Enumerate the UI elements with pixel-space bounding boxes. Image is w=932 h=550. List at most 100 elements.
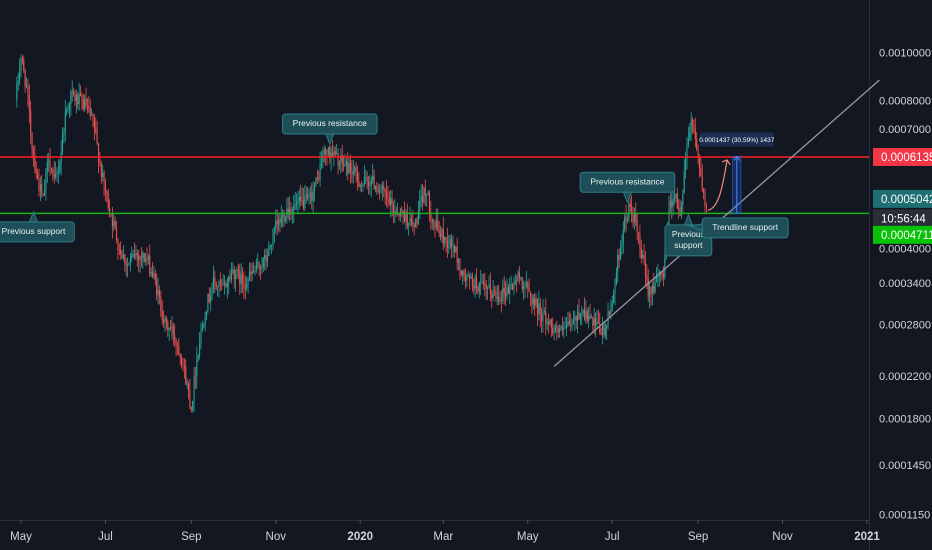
candle-body (390, 198, 392, 205)
candle-body (394, 211, 396, 213)
candle-body (178, 346, 180, 356)
candle-body (168, 328, 170, 331)
candle-body (673, 197, 676, 199)
candle-body (498, 296, 500, 302)
candle-body (358, 180, 360, 187)
candle-body (365, 176, 367, 178)
candle-body (214, 277, 216, 283)
candle-body (592, 317, 594, 326)
candle-body (503, 287, 505, 293)
candle-body (326, 154, 328, 156)
candle-body (545, 311, 547, 324)
candle-body (619, 248, 622, 260)
candle-body (691, 119, 694, 125)
candle-body (333, 150, 335, 157)
candle-body (491, 294, 493, 298)
candle-body (287, 208, 289, 215)
candle-body (427, 192, 429, 195)
candle-body (133, 254, 136, 258)
candle-body (125, 263, 127, 266)
candle-body (268, 246, 270, 257)
candle-body (131, 254, 133, 259)
candle-body (280, 216, 282, 223)
candle-body (518, 272, 521, 278)
price-axis: 0.0010000 0.0008000 0.0007000 0.0005042 0.00… (873, 48, 932, 521)
candle-body (499, 299, 501, 302)
candle-body (539, 303, 541, 315)
candle-body (145, 258, 147, 262)
price-badge-bg (873, 189, 932, 208)
candle-body (329, 146, 331, 159)
candle-body (572, 319, 575, 324)
candle-body (301, 200, 303, 201)
projection-arrow (707, 159, 728, 211)
candle-body (246, 284, 248, 289)
candle-body (104, 184, 107, 192)
candle-body (662, 273, 665, 278)
candle-body (31, 133, 33, 149)
candle-body (644, 262, 647, 276)
candle-body (481, 281, 483, 283)
x-tick-label: 2021 (854, 531, 880, 543)
candle-body (536, 298, 539, 315)
candle-body (680, 205, 683, 217)
candle-body (570, 325, 572, 327)
candle-body (448, 247, 450, 248)
candle-body (56, 171, 58, 175)
candle-body (700, 168, 702, 176)
candle-body (196, 358, 198, 377)
candle-body (413, 225, 415, 228)
candle-body (604, 327, 606, 336)
candle-body (366, 176, 368, 182)
candle-body (254, 270, 256, 273)
candle-body (361, 184, 363, 186)
candle-body (157, 290, 159, 295)
candle-body (156, 279, 158, 295)
candle-body (639, 234, 641, 248)
candle-body (452, 245, 454, 247)
candle-body (421, 195, 424, 203)
candle-body (664, 258, 666, 278)
candle-body (493, 291, 496, 293)
candle-body (93, 121, 95, 129)
measure-arrowhead (733, 155, 741, 161)
candle-body (264, 254, 266, 259)
candle-body (201, 326, 203, 332)
candle-body (323, 149, 325, 154)
candle-body (218, 281, 220, 287)
candle-body (595, 318, 597, 325)
candle-body (538, 303, 540, 315)
candle-body (693, 124, 695, 131)
candle-body (439, 233, 442, 237)
candle-body (489, 284, 491, 295)
candle-body (560, 325, 562, 330)
callout-pointer (683, 213, 694, 226)
x-tick-label: Jul (605, 531, 620, 543)
candle-body (359, 184, 361, 187)
candle-body (523, 286, 525, 289)
candle-body (383, 185, 385, 190)
candle-body (428, 192, 431, 213)
y-tick-label: 0.0001450 (879, 460, 931, 472)
candle-body (435, 220, 437, 228)
candle-body (85, 98, 87, 106)
candle-body (235, 275, 237, 280)
candle-body (574, 316, 576, 320)
candle-body (352, 171, 354, 175)
candle-body (437, 220, 439, 230)
candle-body (261, 267, 263, 270)
candle-body (43, 190, 46, 196)
candle-body (535, 298, 537, 306)
candle-body (128, 262, 130, 265)
candle-body (351, 171, 353, 175)
candle-body (354, 167, 356, 172)
candle-body (57, 171, 59, 173)
candle-body (149, 255, 151, 275)
candle-body (153, 274, 155, 277)
candle-body (34, 154, 36, 169)
candle-body (171, 326, 173, 329)
candle-body (84, 98, 86, 109)
candle-body (336, 153, 338, 155)
